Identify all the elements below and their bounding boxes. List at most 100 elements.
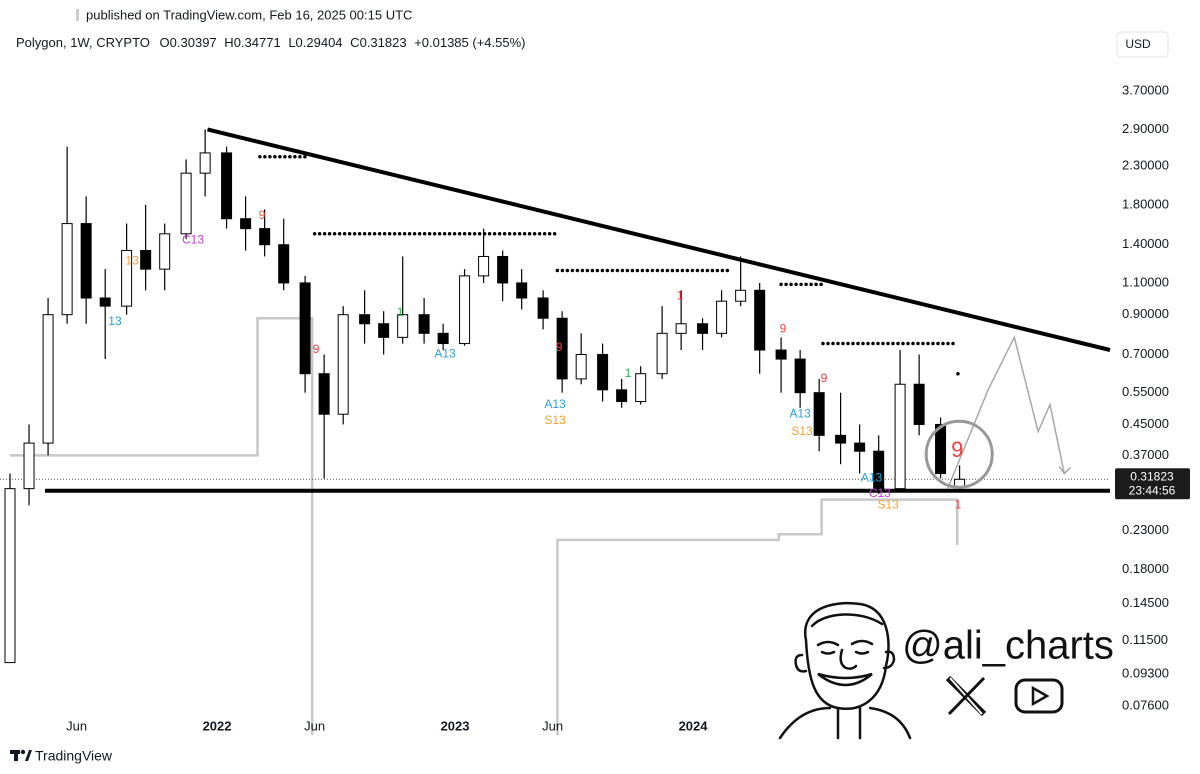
candle-body — [259, 228, 271, 246]
candle-body — [121, 249, 133, 307]
trendline — [207, 127, 1111, 352]
x-logo — [945, 675, 987, 717]
currency-button[interactable] — [1116, 31, 1169, 58]
candle-body — [42, 314, 54, 444]
td-annotation: 9 — [780, 322, 787, 336]
candle-body — [813, 392, 825, 436]
price-label-box — [1115, 468, 1190, 500]
y-tick-label: 0.09300 — [1122, 666, 1169, 681]
candle-body — [794, 358, 806, 394]
symbol-legend: Polygon, 1W, CRYPTO O0.30397 H0.34771 L0… — [16, 35, 526, 50]
candle-body — [240, 218, 252, 230]
close-value: 0.31823 — [360, 35, 407, 50]
candle-body — [913, 383, 925, 425]
candle-body — [459, 275, 471, 345]
candle-body — [954, 478, 966, 488]
td-annotation: 9 — [259, 208, 266, 222]
candle-body — [556, 317, 568, 380]
td-annotation: S13 — [791, 424, 813, 438]
candle-body — [516, 282, 528, 299]
projection-arrowhead — [1058, 466, 1071, 475]
y-tick-label: 0.23000 — [1122, 522, 1169, 537]
candle-body — [159, 233, 171, 270]
footer-brand: TradingView — [35, 748, 113, 764]
candle-body — [4, 488, 16, 664]
y-tick-label: 0.70000 — [1122, 346, 1169, 361]
open-label: O — [160, 35, 170, 50]
y-tick-label: 0.14500 — [1122, 595, 1169, 610]
x-tick-label: 2022 — [203, 718, 232, 733]
candle-body — [378, 323, 390, 338]
candle-body — [735, 289, 747, 302]
y-tick-label: 0.90000 — [1122, 306, 1169, 321]
candle-body — [597, 353, 609, 391]
header-mark — [76, 9, 79, 21]
tv-logo — [10, 749, 32, 761]
candle-body — [754, 289, 766, 351]
candle-body — [199, 152, 211, 174]
candle-body — [616, 389, 628, 403]
x-tick-label: 2024 — [679, 718, 709, 733]
candle-body — [775, 349, 787, 360]
currency[interactable]: USD — [1125, 37, 1151, 51]
td-annotation: A13 — [789, 406, 811, 420]
candle-body — [397, 314, 409, 338]
td-annotation: 13 — [108, 314, 122, 328]
youtube-logo — [1014, 678, 1064, 714]
candle-body — [99, 297, 111, 307]
candle-body — [437, 332, 449, 345]
td-annotation: 13 — [125, 254, 139, 268]
td-annotation: 9 — [821, 371, 828, 385]
countdown: 23:44:56 — [1129, 483, 1176, 497]
open-value: 0.30397 — [170, 35, 217, 50]
projection-path — [947, 335, 1066, 489]
td-annotation: 9 — [313, 342, 320, 356]
td-annotation: C13 — [869, 486, 891, 500]
candle-body — [478, 255, 490, 277]
setup-count: 9 — [951, 437, 963, 462]
low-value: 0.29404 — [296, 35, 343, 50]
candle-body — [537, 297, 549, 319]
x-tick-label: 2023 — [441, 718, 470, 733]
y-tick-label: 2.90000 — [1122, 121, 1169, 136]
y-tick-label: 0.55000 — [1122, 384, 1169, 399]
candle-body — [675, 323, 687, 334]
candle-body — [854, 442, 866, 452]
td-annotation: S13 — [878, 497, 900, 511]
candle-body — [894, 383, 906, 490]
candle-body — [221, 152, 233, 220]
candle-body — [635, 373, 647, 403]
x-tick-label: Jun — [542, 718, 563, 733]
highlight-circle — [924, 419, 994, 489]
y-tick-label: 0.45000 — [1122, 416, 1169, 431]
candle-body — [697, 323, 709, 334]
candle-body — [337, 314, 349, 415]
td-annotation: 1 — [625, 366, 632, 380]
td-annotation: 9 — [556, 340, 563, 354]
td-annotation: 1 — [677, 289, 684, 303]
y-tick-label: 0.37000 — [1122, 447, 1169, 462]
low-label: L — [288, 35, 295, 50]
candle-body — [299, 282, 311, 375]
td-annotation: 1 — [955, 497, 962, 511]
candle-body — [656, 332, 668, 375]
y-tick-label: 1.10000 — [1122, 274, 1169, 289]
y-tick-label: 2.30000 — [1122, 158, 1169, 173]
candle-body — [873, 450, 885, 490]
candle-body — [497, 255, 509, 284]
candle-body — [23, 442, 35, 490]
watermark: @ali_charts — [902, 624, 1114, 668]
y-tick-label: 0.18000 — [1122, 561, 1169, 576]
candle-body — [318, 373, 330, 415]
candle-body — [80, 223, 92, 299]
candle-body — [359, 314, 371, 325]
price-label: 0.31823 — [1130, 469, 1174, 483]
candle-body — [935, 423, 947, 475]
candle-body — [716, 300, 728, 334]
td-annotation: 1 — [397, 305, 404, 319]
td-annotation: A13 — [861, 471, 883, 485]
avatar — [778, 601, 912, 740]
high-value: 0.34771 — [234, 35, 281, 50]
td-annotation: A13 — [544, 397, 566, 411]
